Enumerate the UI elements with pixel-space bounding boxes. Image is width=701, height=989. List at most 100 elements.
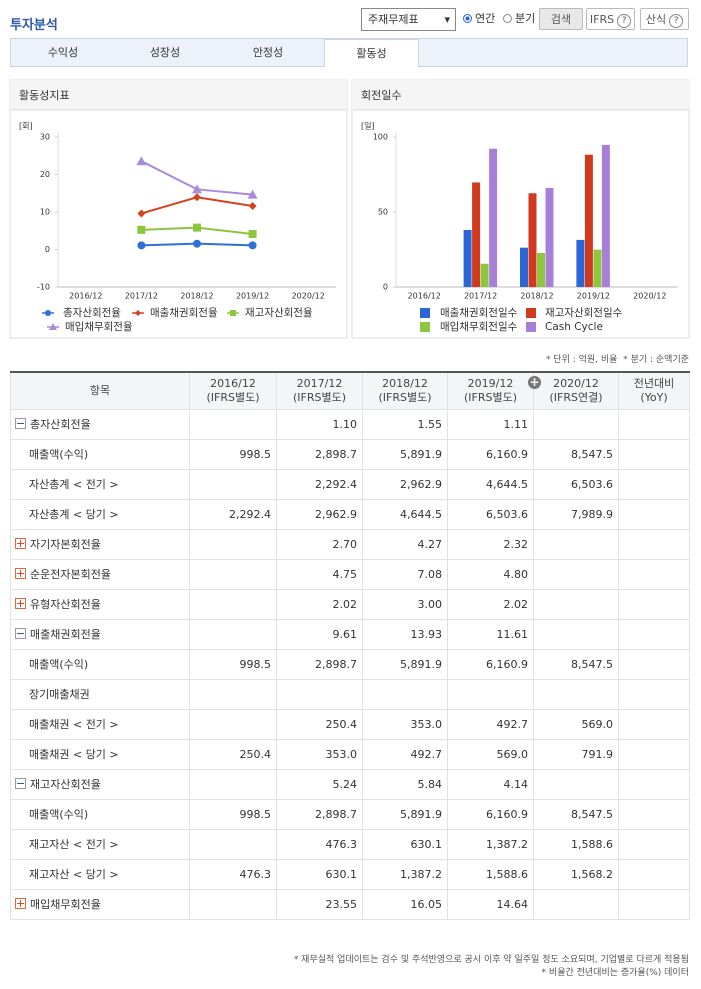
legend-swatch <box>420 308 430 318</box>
bar <box>576 239 585 287</box>
row-label-text: 재고자산 < 전기 > <box>29 838 119 851</box>
column-basis: (IFRS별도) <box>378 390 432 404</box>
cell: 630.1 <box>362 828 448 860</box>
button-label: IFRS <box>589 13 615 26</box>
cell: 6,160.9 <box>447 648 534 680</box>
x-tick-label: 2018/12 <box>180 292 213 301</box>
x-tick-label: 2019/12 <box>236 292 269 301</box>
bar <box>601 144 610 287</box>
table-row: 자기자본회전율 2.70 4.27 2.32 <box>10 528 690 560</box>
button[interactable]: 검색 <box>539 8 583 30</box>
row-label: 재고자산 < 전기 > <box>10 828 190 860</box>
cell <box>533 408 619 440</box>
data-point <box>193 223 201 232</box>
row-label: 순운전자본회전율 <box>10 558 190 590</box>
row-label-text: 자산총계 < 당기 > <box>29 508 119 521</box>
cell: 6,503.6 <box>533 468 619 500</box>
toggle-icon[interactable] <box>15 568 26 579</box>
toggle-icon[interactable] <box>15 628 26 639</box>
cell <box>533 678 619 710</box>
y-tick-label: 20 <box>40 170 50 179</box>
column-header: 2020/12 (IFRS연결) + <box>528 371 619 410</box>
cell: 7.08 <box>362 558 448 590</box>
toggle-icon[interactable] <box>15 898 26 909</box>
cell: 353.0 <box>362 708 448 740</box>
row-label: 자산총계 < 당기 > <box>10 498 190 530</box>
row-label-text: 장기매출채권 <box>29 688 90 701</box>
tab[interactable]: 활동성 <box>324 39 419 67</box>
cell: 250.4 <box>189 738 277 770</box>
column-basis: (IFRS별도) <box>463 390 518 404</box>
cell: 5.84 <box>362 768 448 800</box>
cell: 476.3 <box>276 828 363 860</box>
legend-label: Cash Cycle <box>545 321 603 333</box>
cell: 353.0 <box>276 738 363 770</box>
bar <box>593 249 602 287</box>
radio-label: 분기 <box>515 12 536 25</box>
button[interactable]: 산식? <box>640 8 689 30</box>
cell <box>618 588 690 620</box>
cell <box>362 678 448 710</box>
cell <box>189 558 277 590</box>
data-point <box>193 239 201 248</box>
cell: 998.5 <box>189 648 277 680</box>
column-header: 2018/12 (IFRS별도) <box>362 371 448 410</box>
tab[interactable]: 수익성 <box>47 46 79 59</box>
radio[interactable]: 연간 <box>463 12 495 26</box>
cell: 16.05 <box>362 888 448 920</box>
radio-circle <box>463 14 472 23</box>
column-header: 전년대비 (YoY) <box>618 371 690 410</box>
bar <box>537 252 545 287</box>
cell: 250.4 <box>276 708 363 740</box>
y-unit: [회] <box>19 122 33 131</box>
cell <box>618 888 690 920</box>
cell: 5.24 <box>276 768 363 800</box>
data-point <box>137 209 146 218</box>
panel-header <box>352 80 689 110</box>
column-period: 2017/12 <box>296 376 343 390</box>
column-header: 2016/12 (IFRS별도) <box>189 371 277 410</box>
table-row: 재고자산 < 당기 > 476.3 630.1 1,387.2 1,588.6 1,568… <box>10 858 690 890</box>
toggle-icon[interactable] <box>15 538 26 549</box>
cell: 4.14 <box>447 768 534 800</box>
table-row: 총자산회전율 1.10 1.55 1.11 <box>10 408 690 440</box>
panel-header <box>10 80 347 110</box>
note: * 분기 : 순액기준 <box>623 355 689 365</box>
toggle-icon[interactable] <box>15 418 26 429</box>
legend-label: 매입채무회전일수 <box>440 320 518 333</box>
cell: 4.27 <box>362 528 448 560</box>
toggle-icon[interactable] <box>15 778 26 789</box>
data-point <box>137 225 146 234</box>
y-tick-label: 0 <box>383 283 388 292</box>
cell: 2,292.4 <box>276 468 363 500</box>
x-tick-label: 2020/12 <box>292 292 325 301</box>
bar <box>472 182 481 287</box>
radio-label: 연간 <box>475 12 496 25</box>
toggle-icon[interactable] <box>15 598 26 609</box>
tab[interactable]: 성장성 <box>149 46 181 59</box>
footer-note: * 재무실적 업데이트는 검수 및 주석반영으로 공시 이후 약 일주일 정도 … <box>293 955 689 965</box>
button[interactable]: IFRS? <box>586 8 635 30</box>
cell <box>618 738 690 770</box>
data-point <box>193 193 201 202</box>
cell: 2,292.4 <box>189 498 277 530</box>
add-icon[interactable]: + <box>528 375 541 389</box>
panel-border <box>351 79 690 339</box>
row-label-text: 매출액(수익) <box>29 658 89 671</box>
cell <box>189 888 277 920</box>
legend-swatch <box>526 308 536 318</box>
bar <box>545 188 554 287</box>
cell: 2.02 <box>276 588 363 620</box>
radio[interactable]: 분기 <box>503 12 535 26</box>
cell: 5,891.9 <box>362 438 448 470</box>
statement-select[interactable]: 주재무제표 ▾ <box>361 8 456 31</box>
table-row: 재고자산회전율 5.24 5.84 4.14 <box>10 768 690 800</box>
cell: 998.5 <box>189 798 277 830</box>
cell: 4,644.5 <box>362 498 448 530</box>
cell <box>618 408 690 440</box>
cell: 492.7 <box>447 708 534 740</box>
tab[interactable]: 안정성 <box>252 46 284 59</box>
cell <box>533 768 619 800</box>
button-label: 산식 <box>645 13 667 26</box>
cell: 4.75 <box>276 558 363 590</box>
